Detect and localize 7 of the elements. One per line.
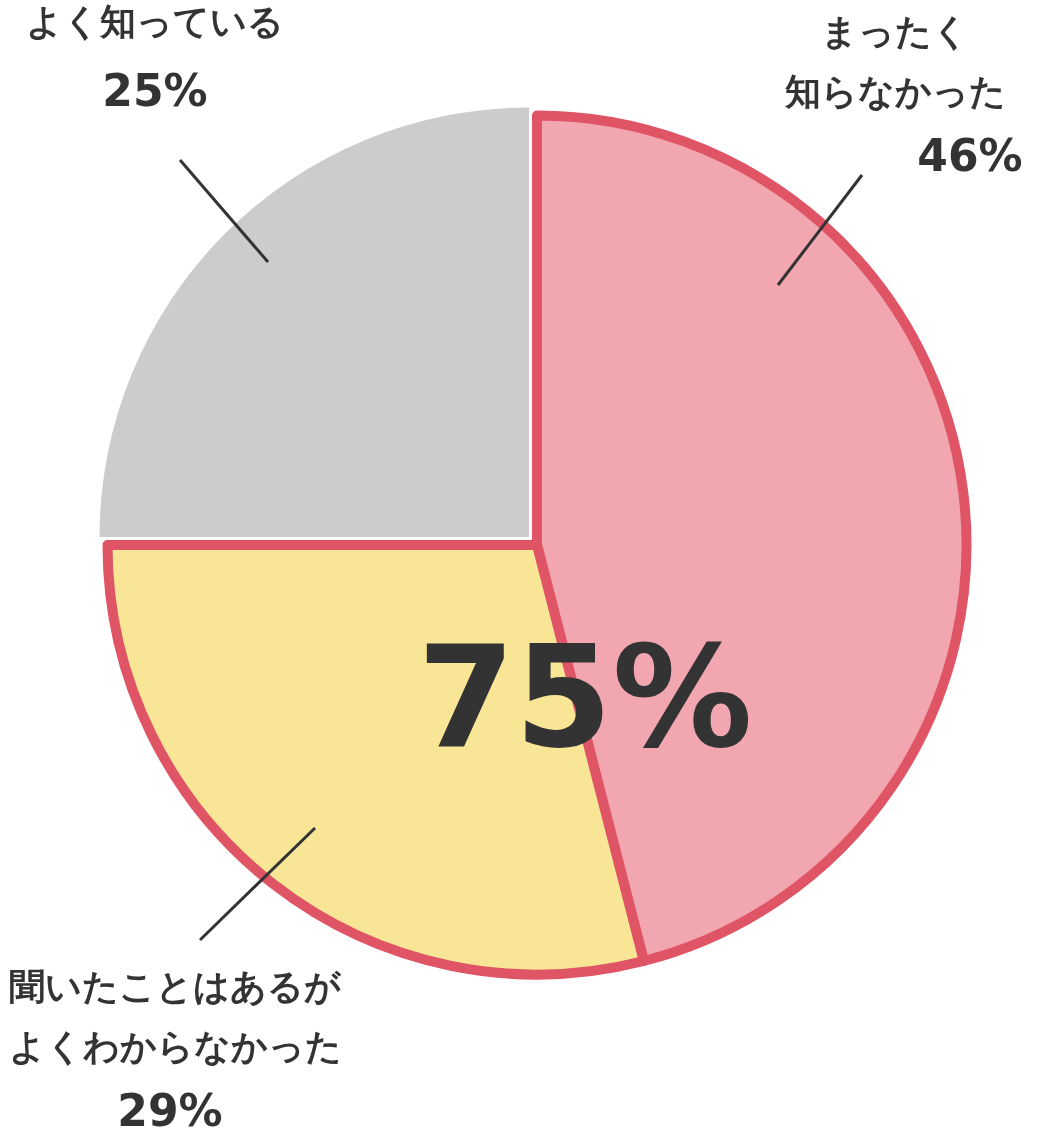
slice-label: よく知っている: [26, 1, 284, 43]
slice-label: まったく知らなかった: [783, 11, 1006, 113]
data-label: 29%: [117, 1085, 223, 1137]
data-label: 46%: [917, 130, 1023, 182]
slice-label: 聞いたことはあるがよくわからなかった: [8, 966, 342, 1068]
data-label: 25%: [102, 65, 208, 117]
text: 75%: [417, 616, 753, 780]
